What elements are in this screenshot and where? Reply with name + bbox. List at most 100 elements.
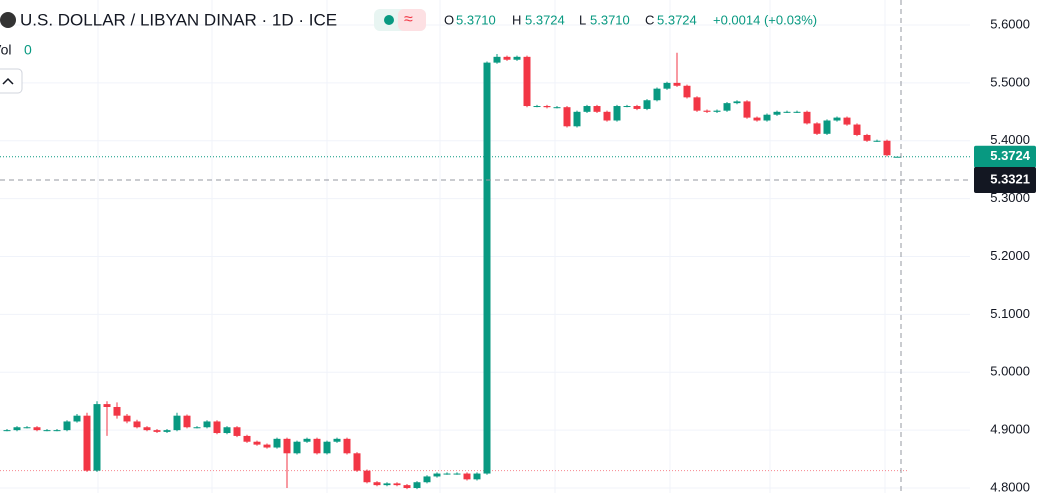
y-tick-label: 5.2000 — [990, 248, 1030, 263]
collapse-icon — [2, 77, 14, 85]
candle-body — [183, 415, 191, 428]
crosshair-label: 5.3321 — [990, 171, 1030, 186]
candle-body — [613, 106, 621, 121]
y-tick-label: 4.9000 — [990, 422, 1030, 437]
y-tick-label: 5.0000 — [990, 364, 1030, 379]
candle-body — [333, 438, 341, 442]
crosshair-tag — [974, 167, 1036, 194]
candle-body — [573, 111, 581, 127]
candle-body — [843, 117, 851, 125]
candle-body — [883, 140, 891, 156]
candle-body — [3, 430, 11, 432]
change-value: +0.0014 (+0.03%) — [713, 12, 817, 27]
candle-body — [853, 124, 861, 135]
candle-body — [283, 438, 291, 454]
open-label: O — [444, 12, 454, 27]
low-value: 5.3710 — [590, 12, 630, 27]
y-tick-label: 5.1000 — [990, 306, 1030, 321]
candle-body — [443, 473, 451, 475]
candle-body — [63, 421, 71, 431]
candle-body — [103, 404, 111, 407]
candle-body — [603, 111, 611, 121]
delay-icon: ≈ — [404, 11, 413, 28]
candle-body — [833, 117, 841, 121]
candle-body — [553, 107, 561, 109]
volume-value: 0 — [24, 42, 32, 58]
candle-body — [533, 106, 541, 108]
candle-body — [873, 140, 881, 142]
candle-body — [73, 415, 81, 422]
candle-body — [343, 438, 351, 454]
candle-body — [133, 421, 141, 428]
candle-body — [793, 111, 801, 113]
last-price-label: 5.3724 — [990, 148, 1031, 163]
candle-body — [663, 82, 671, 89]
candle-body — [23, 427, 31, 429]
candle-body — [453, 473, 461, 475]
candle-body — [433, 473, 441, 477]
candle-body — [513, 56, 521, 60]
candle-body — [233, 427, 241, 436]
candle-body — [583, 106, 591, 112]
candle-body — [363, 470, 371, 483]
candle-body — [383, 483, 391, 486]
candle-body — [263, 444, 271, 448]
candle-body — [483, 62, 491, 474]
close-label: C — [645, 12, 654, 27]
candle-body — [653, 88, 661, 101]
low-label: L — [579, 12, 586, 27]
candle-body — [83, 415, 91, 471]
y-tick-label: 5.3000 — [990, 190, 1030, 205]
candle-body — [33, 427, 41, 431]
candle-body — [783, 111, 791, 113]
candle-body — [213, 421, 221, 434]
candle-body — [223, 427, 231, 434]
candle-body — [373, 482, 381, 486]
y-tick-label: 5.6000 — [990, 16, 1030, 31]
candle-body — [393, 483, 401, 486]
candle-body — [623, 106, 631, 108]
candle-body — [43, 430, 51, 432]
candle-body — [493, 56, 501, 63]
candle-body — [713, 110, 721, 112]
delay-badge[interactable] — [398, 9, 426, 31]
candle-body — [523, 56, 531, 107]
candle-body — [203, 421, 211, 428]
candle-body — [323, 441, 331, 454]
candle-body — [113, 406, 121, 416]
candle-body — [683, 85, 691, 98]
candle-body — [463, 473, 471, 480]
last-price-tag — [974, 145, 1036, 168]
y-tick-label: 5.5000 — [990, 74, 1030, 89]
candle-body — [423, 476, 431, 483]
candle-body — [823, 120, 831, 134]
candle-body — [743, 101, 751, 118]
candle-body — [313, 438, 321, 454]
candle-body — [773, 111, 781, 115]
candle-body — [243, 435, 251, 442]
candle-body — [563, 107, 571, 127]
candle-body — [53, 430, 61, 432]
candle-body — [353, 453, 361, 471]
symbol-title[interactable]: U.S. DOLLAR / LIBYAN DINAR · 1D · ICE — [20, 10, 337, 29]
candle-body — [123, 415, 131, 422]
candle-body — [633, 106, 641, 109]
y-tick-label: 4.8000 — [990, 479, 1030, 493]
high-label: H — [512, 12, 521, 27]
candle-body — [813, 123, 821, 134]
candle-body — [293, 441, 301, 454]
close-value: 5.3724 — [657, 12, 697, 27]
candle-body — [413, 482, 421, 489]
candle-body — [863, 134, 871, 141]
candle-body — [693, 97, 701, 111]
candle-body — [473, 473, 481, 480]
candle-body — [193, 427, 201, 429]
candle-body — [703, 110, 711, 112]
candle-body — [753, 117, 761, 121]
candle-body — [13, 427, 21, 431]
y-tick-label: 5.4000 — [990, 132, 1030, 147]
candle-body — [543, 106, 551, 108]
